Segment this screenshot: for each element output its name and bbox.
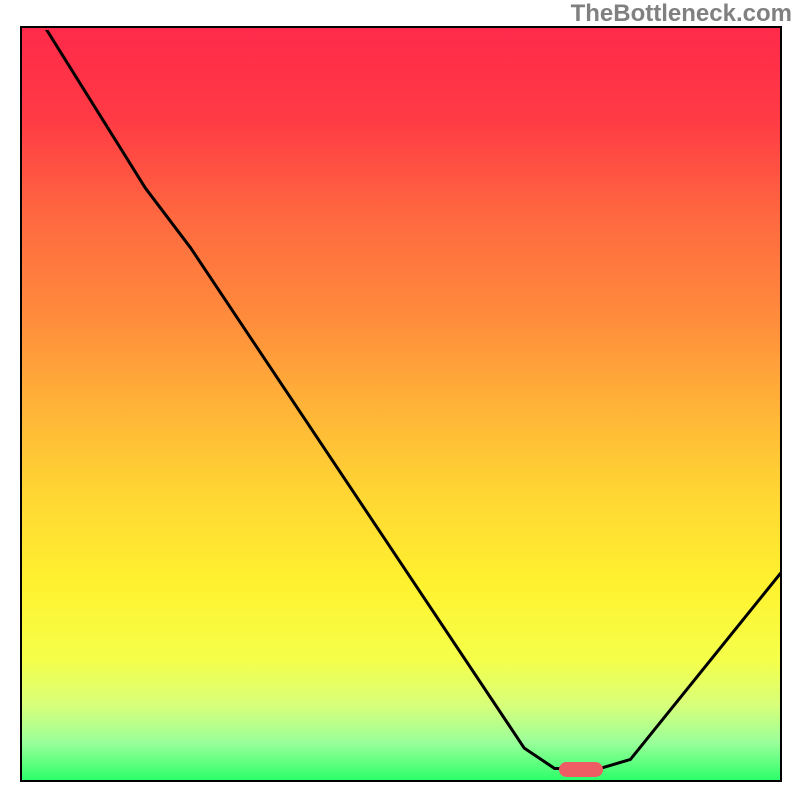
curve-path bbox=[47, 30, 782, 768]
plot-area bbox=[20, 26, 782, 782]
minimum-marker bbox=[559, 762, 604, 777]
curve-svg bbox=[24, 30, 782, 782]
chart-container: TheBottleneck.com bbox=[0, 0, 800, 800]
watermark-text: TheBottleneck.com bbox=[571, 0, 792, 28]
